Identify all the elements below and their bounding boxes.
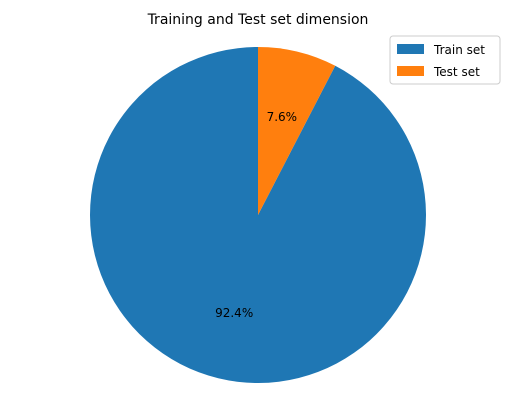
pie-slice-test-set: [258, 47, 336, 215]
legend-swatch-train: [397, 44, 424, 54]
pie-slices: [90, 47, 427, 383]
legend-label-test: Test set: [433, 65, 480, 79]
pie-percent-label-train-set: 92.4%: [215, 306, 253, 320]
pie-percent-labels: 92.4% 7.6%: [215, 110, 297, 320]
pie-percent-label-test-set: 7.6%: [267, 110, 298, 124]
pie-slice-train-set: [90, 47, 427, 383]
legend: Train set Test set: [389, 35, 501, 85]
chart-title: Training and Test set dimension: [147, 12, 369, 28]
legend-label-train: Train set: [433, 43, 485, 57]
legend-swatch-test: [397, 66, 424, 76]
